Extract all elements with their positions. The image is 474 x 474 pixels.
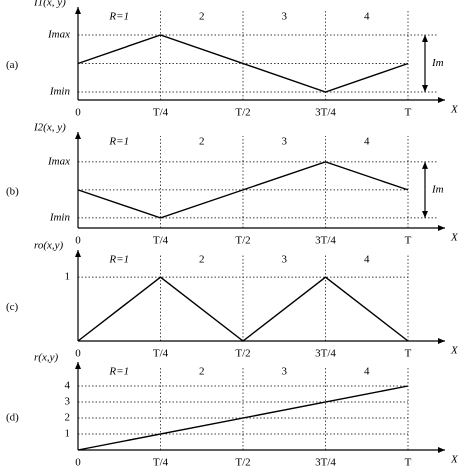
x-tick-label: T (405, 348, 412, 360)
y-tick-label: 2 (65, 412, 71, 424)
x-tick-label: 3T/4 (315, 457, 336, 469)
x-tick-label: 0 (75, 107, 81, 119)
x-tick-label: T/4 (153, 348, 169, 360)
x-axis-label: X (450, 104, 459, 116)
region-label: R=1 (108, 136, 129, 148)
data-line (77, 34, 409, 93)
x-axis-label: X (450, 232, 459, 244)
x-tick-label: T (405, 457, 412, 469)
region-label: R=1 (108, 366, 129, 378)
region-label: 4 (364, 11, 370, 23)
x-tick-label: T/2 (235, 348, 250, 360)
region-label: 3 (282, 136, 288, 148)
data-line (77, 161, 409, 219)
panel-label: (b) (6, 186, 19, 198)
y-axis-label: I1(x, y) (33, 0, 66, 9)
x-tick-label: T/2 (235, 457, 250, 469)
x-tick-label: 3T/4 (315, 235, 336, 247)
region-label: 4 (364, 254, 370, 266)
x-tick-label: T/4 (153, 235, 169, 247)
y-tick-label: Imax (47, 155, 70, 167)
x-tick-label: 0 (75, 348, 81, 360)
x-tick-label: 3T/4 (315, 107, 336, 119)
y-axis-label: r(x,y) (34, 352, 58, 364)
region-label: 2 (199, 136, 205, 148)
region-label: 2 (199, 254, 205, 266)
x-tick-label: T/4 (153, 457, 169, 469)
region-label: R=1 (108, 254, 129, 266)
region-label: 3 (282, 254, 288, 266)
x-tick-label: T (405, 235, 412, 247)
x-tick-label: 3T/4 (315, 348, 336, 360)
region-label: 4 (364, 136, 370, 148)
data-line (77, 385, 409, 451)
y-axis-label: I2(x, y) (33, 122, 66, 134)
y-tick-label: 4 (65, 380, 71, 392)
y-axis-label: ro(x,y) (34, 240, 64, 252)
y-tick-label: Imin (49, 86, 71, 98)
x-tick-label: T (405, 107, 412, 119)
x-tick-label: T/4 (153, 107, 169, 119)
panel-label: (a) (6, 59, 19, 71)
range-label: Im (431, 183, 444, 195)
data-line (77, 276, 409, 342)
region-label: R=1 (108, 11, 129, 23)
region-label: 2 (199, 366, 205, 378)
x-tick-label: T/2 (235, 235, 250, 247)
panel-label: (d) (6, 412, 19, 424)
panel-label: (c) (6, 301, 19, 313)
region-label: 4 (364, 366, 370, 378)
y-tick-label: 3 (65, 396, 71, 408)
region-label: 2 (199, 11, 205, 23)
y-tick-label: Imax (47, 28, 70, 40)
x-tick-label: 0 (75, 457, 81, 469)
x-axis-label: X (450, 345, 459, 357)
y-tick-label: 1 (65, 271, 71, 283)
x-tick-label: T/2 (235, 107, 250, 119)
region-label: 3 (282, 366, 288, 378)
range-label: Im (431, 57, 444, 69)
region-label: 3 (282, 11, 288, 23)
y-tick-label: Imin (49, 211, 71, 223)
y-tick-label: 1 (65, 428, 71, 440)
x-tick-label: 0 (75, 235, 81, 247)
x-axis-label: X (450, 454, 459, 466)
